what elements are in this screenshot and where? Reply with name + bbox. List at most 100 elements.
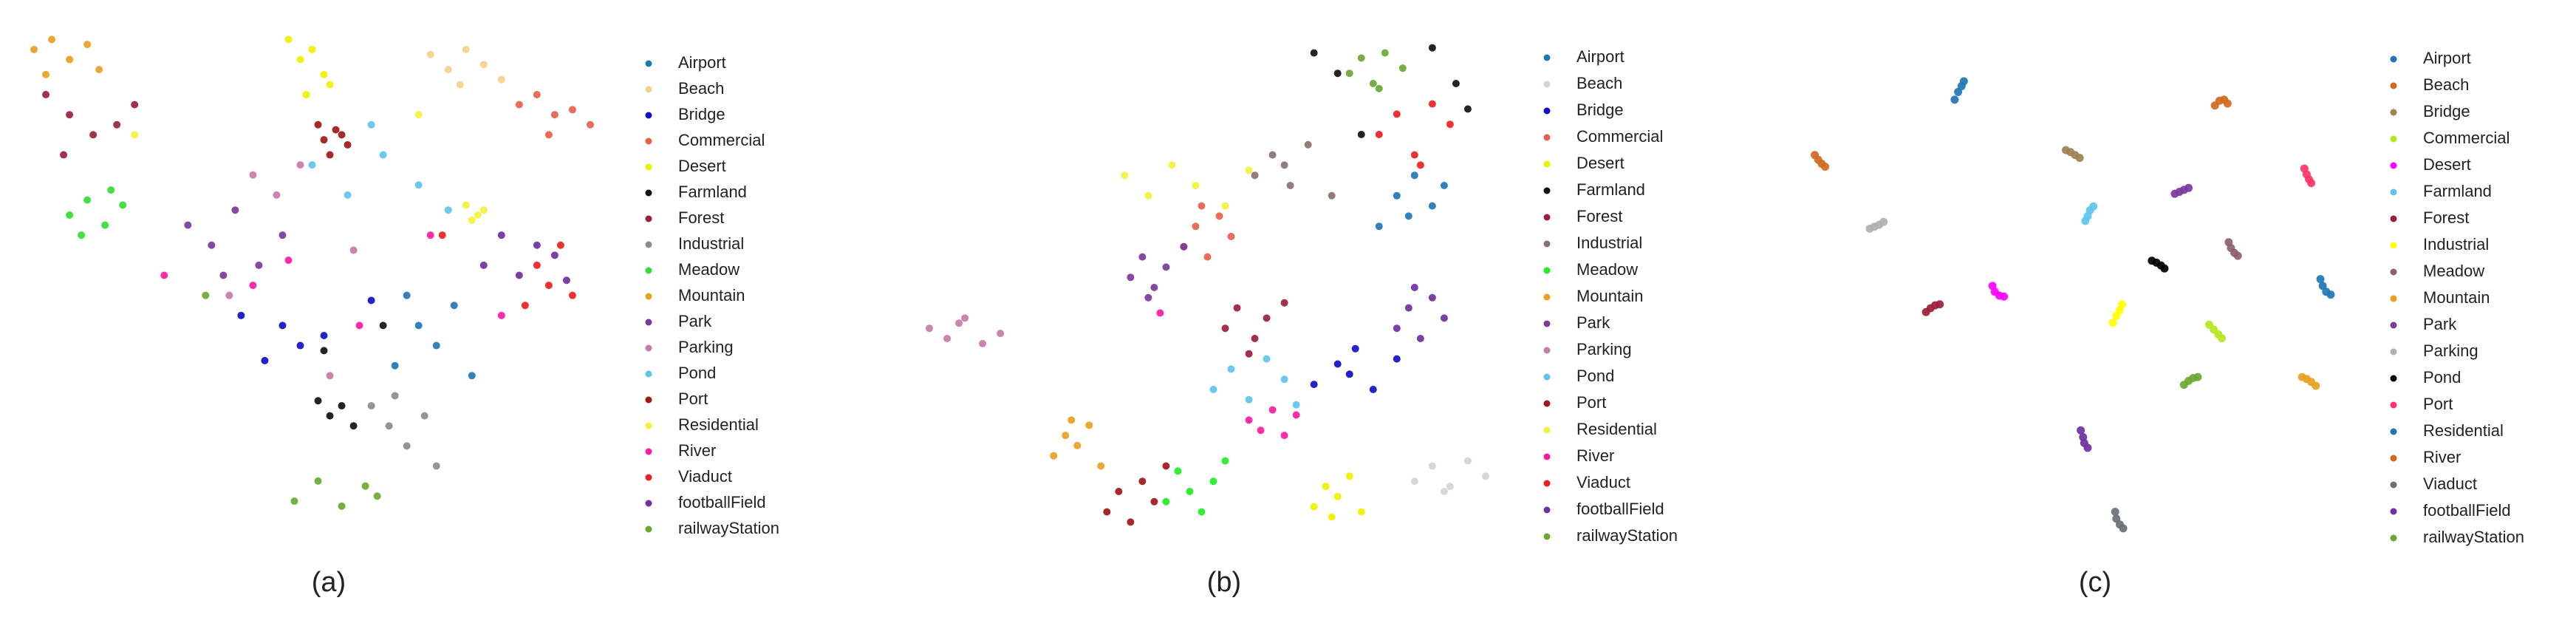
series — [2108, 300, 2127, 327]
legend-label: Port — [1576, 393, 1606, 412]
point — [1050, 452, 1058, 460]
panel: Airport Beach Bridge Commercial Desert Farmla… — [926, 44, 1678, 598]
point — [302, 91, 310, 99]
point — [1251, 335, 1259, 342]
point — [1440, 182, 1448, 189]
point — [1192, 222, 1200, 231]
point — [550, 111, 558, 119]
series — [1127, 242, 1188, 302]
point — [326, 412, 334, 420]
point — [1085, 421, 1093, 429]
point — [131, 131, 139, 139]
point — [326, 151, 334, 159]
point — [926, 324, 934, 333]
point — [1209, 477, 1217, 486]
legend-label: Beach — [1576, 74, 1622, 92]
point — [562, 276, 570, 285]
series — [1221, 299, 1288, 358]
series — [308, 120, 452, 214]
series — [42, 91, 139, 159]
legend: Airport Beach Bridge Commercial Desert Farmla… — [645, 53, 779, 537]
legend-marker — [2390, 481, 2397, 489]
legend-marker — [2390, 242, 2397, 249]
legend-marker — [1543, 480, 1551, 487]
point — [89, 131, 98, 139]
point — [403, 291, 411, 299]
series — [1988, 282, 2009, 301]
legend-marker — [1543, 267, 1551, 274]
point — [320, 347, 328, 355]
series — [1310, 472, 1365, 521]
series — [2297, 372, 2320, 390]
point — [355, 321, 363, 330]
point — [2118, 300, 2127, 309]
point — [48, 35, 56, 44]
point — [284, 256, 293, 265]
series — [1310, 44, 1472, 138]
point — [1227, 233, 1235, 240]
point — [462, 45, 470, 53]
point — [202, 291, 210, 299]
point — [1292, 411, 1300, 419]
legend-marker — [645, 163, 652, 171]
point — [2083, 443, 2092, 452]
point — [1393, 324, 1401, 333]
series — [2316, 275, 2335, 299]
point — [379, 321, 387, 330]
series — [2148, 256, 2169, 273]
point — [1138, 253, 1147, 261]
point — [2193, 372, 2202, 381]
series — [1209, 355, 1300, 409]
point — [1446, 483, 1454, 491]
point — [444, 206, 452, 214]
point — [1162, 497, 1170, 506]
legend-label: footballField — [678, 493, 766, 511]
legend-marker — [1543, 214, 1551, 221]
legend-marker — [1543, 107, 1551, 115]
point — [338, 402, 346, 410]
point — [414, 181, 423, 189]
point — [391, 392, 399, 400]
series — [1345, 49, 1407, 92]
point — [1227, 365, 1235, 373]
point — [2111, 508, 2119, 517]
legend-marker — [645, 86, 652, 93]
series — [2300, 164, 2316, 188]
panel-caption: (c) — [2079, 567, 2111, 598]
point — [420, 412, 428, 420]
series — [1162, 457, 1229, 516]
point — [296, 341, 304, 350]
legend-label: Farmland — [2423, 182, 2492, 200]
point — [1245, 166, 1253, 174]
point — [101, 221, 109, 229]
point — [2316, 275, 2325, 284]
point — [225, 291, 233, 299]
point — [1328, 191, 1336, 200]
point — [1345, 370, 1353, 378]
legend-label: Residential — [2423, 421, 2504, 440]
point — [1192, 182, 1200, 189]
point — [273, 191, 281, 199]
series — [1103, 462, 1170, 526]
point — [1463, 105, 1472, 113]
point — [2119, 524, 2128, 533]
series — [131, 111, 488, 224]
point — [2233, 251, 2242, 260]
point — [1369, 80, 1377, 87]
legend-label: railwayStation — [2423, 528, 2524, 546]
legend-label: Residential — [1576, 420, 1657, 438]
legend-label: footballField — [1576, 500, 1664, 518]
point — [1310, 49, 1318, 57]
legend-marker — [2390, 188, 2397, 196]
point — [1381, 49, 1389, 57]
legend-label: Residential — [678, 415, 759, 434]
legend-marker — [1543, 134, 1551, 141]
legend-marker — [645, 344, 652, 352]
series — [1375, 171, 1448, 231]
point — [78, 231, 86, 239]
legend-label: River — [2423, 448, 2461, 466]
point — [2184, 183, 2193, 192]
legend-label: Parking — [678, 338, 734, 356]
legend-marker — [645, 370, 652, 378]
legend-marker — [645, 112, 652, 119]
